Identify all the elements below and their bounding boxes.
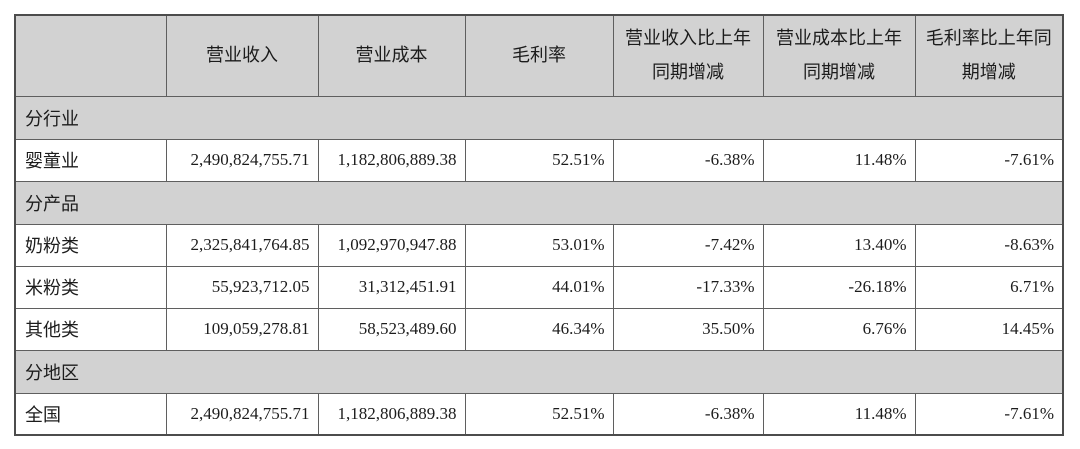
row-label: 婴童业 (14, 138, 167, 182)
cell-revenue: 55,923,712.05 (165, 265, 319, 309)
column-header-revenue: 营业收入 (165, 14, 319, 97)
cell-cost: 1,092,970,947.88 (317, 223, 466, 267)
cell-revenue: 2,325,841,764.85 (165, 223, 319, 267)
cell-gross-margin-yoy: 14.45% (914, 307, 1064, 351)
cell-cost: 31,312,451.91 (317, 265, 466, 309)
cell-cost: 1,182,806,889.38 (317, 138, 466, 182)
cell-gross-margin: 52.51% (464, 392, 614, 436)
section-header-label: 分地区 (14, 349, 1064, 394)
cell-cost-yoy: -26.18% (762, 265, 916, 309)
cell-cost-yoy: 11.48% (762, 392, 916, 436)
cell-gross-margin: 46.34% (464, 307, 614, 351)
cell-revenue-yoy: -6.38% (612, 138, 764, 182)
cell-revenue: 109,059,278.81 (165, 307, 319, 351)
row-label: 其他类 (14, 307, 167, 351)
column-header-gross-margin-yoy: 毛利率比上年同期增减 (914, 14, 1064, 97)
table-row-nationwide: 全国 2,490,824,755.71 1,182,806,889.38 52.… (14, 392, 1064, 436)
column-header-cost-yoy: 营业成本比上年同期增减 (762, 14, 916, 97)
section-header-label: 分行业 (14, 95, 1064, 140)
cell-cost-yoy: 11.48% (762, 138, 916, 182)
section-header-label: 分产品 (14, 180, 1064, 225)
cell-gross-margin-yoy: -7.61% (914, 138, 1064, 182)
cell-revenue: 2,490,824,755.71 (165, 138, 319, 182)
cell-gross-margin: 44.01% (464, 265, 614, 309)
cell-cost: 1,182,806,889.38 (317, 392, 466, 436)
cell-revenue-yoy: 35.50% (612, 307, 764, 351)
cell-cost-yoy: 6.76% (762, 307, 916, 351)
row-label: 米粉类 (14, 265, 167, 309)
cell-gross-margin: 52.51% (464, 138, 614, 182)
cell-gross-margin: 53.01% (464, 223, 614, 267)
table-row-others: 其他类 109,059,278.81 58,523,489.60 46.34% … (14, 307, 1064, 351)
cell-gross-margin-yoy: -7.61% (914, 392, 1064, 436)
cell-revenue-yoy: -6.38% (612, 392, 764, 436)
column-header-blank (14, 14, 167, 97)
table-row-infant-industry: 婴童业 2,490,824,755.71 1,182,806,889.38 52… (14, 138, 1064, 182)
table-row-rice-flour: 米粉类 55,923,712.05 31,312,451.91 44.01% -… (14, 265, 1064, 309)
table-row-milk-powder: 奶粉类 2,325,841,764.85 1,092,970,947.88 53… (14, 223, 1064, 267)
cell-gross-margin-yoy: 6.71% (914, 265, 1064, 309)
cell-cost: 58,523,489.60 (317, 307, 466, 351)
section-row-by-region: 分地区 (14, 349, 1064, 394)
section-row-by-product: 分产品 (14, 180, 1064, 225)
column-header-revenue-yoy: 营业收入比上年同期增减 (612, 14, 764, 97)
cell-revenue-yoy: -7.42% (612, 223, 764, 267)
cell-gross-margin-yoy: -8.63% (914, 223, 1064, 267)
cell-revenue-yoy: -17.33% (612, 265, 764, 309)
segment-gross-margin-table: 营业收入 营业成本 毛利率 营业收入比上年同期增减 营业成本比上年同期增减 毛利… (14, 14, 1064, 436)
table-header-row: 营业收入 营业成本 毛利率 营业收入比上年同期增减 营业成本比上年同期增减 毛利… (14, 14, 1064, 97)
column-header-cost: 营业成本 (317, 14, 466, 97)
cell-cost-yoy: 13.40% (762, 223, 916, 267)
column-header-gross-margin: 毛利率 (464, 14, 614, 97)
row-label: 全国 (14, 392, 167, 436)
section-row-by-industry: 分行业 (14, 95, 1064, 140)
cell-revenue: 2,490,824,755.71 (165, 392, 319, 436)
row-label: 奶粉类 (14, 223, 167, 267)
